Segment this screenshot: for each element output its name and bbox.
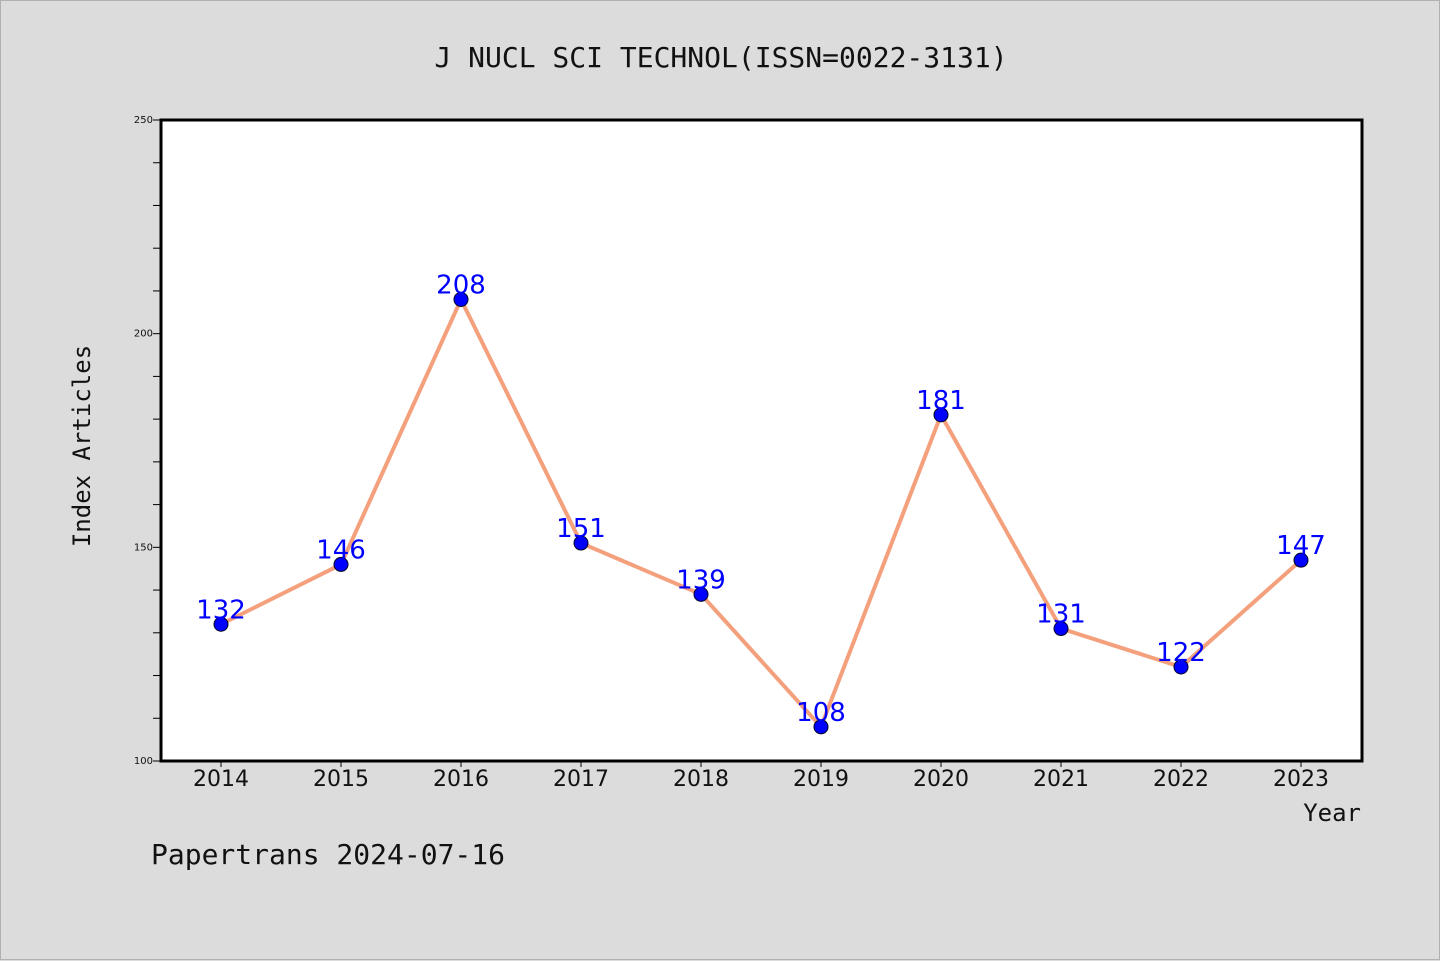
series-line [220, 297, 1303, 729]
x-tick-label: 2023 [1273, 767, 1329, 792]
data-point [453, 291, 469, 307]
x-tick-label: 2019 [793, 767, 849, 792]
data-label: 131 [1036, 600, 1086, 630]
y-tick-label: 250 [134, 115, 153, 126]
data-label: 108 [796, 698, 846, 728]
data-point [693, 586, 709, 602]
data-label: 132 [196, 595, 246, 625]
data-point [1053, 621, 1069, 637]
series-line-group: 132 146 208 151 139 108 181 131 122 147 [196, 270, 1326, 735]
data-label: 146 [316, 535, 366, 565]
x-axis-title: Year [1303, 799, 1361, 827]
data-label: 122 [1156, 638, 1206, 668]
data-label: 181 [916, 386, 966, 416]
data-point [1173, 659, 1189, 675]
data-label: 208 [436, 270, 486, 300]
data-point [333, 556, 349, 572]
footer-watermark: Papertrans 2024-07-16 [151, 838, 505, 871]
x-tick-label: 2016 [433, 767, 489, 792]
x-tick-label: 2017 [553, 767, 609, 792]
data-label: 147 [1276, 531, 1326, 561]
y-tick-label: 150 [134, 542, 153, 553]
data-point [213, 616, 229, 632]
data-label: 151 [556, 514, 606, 544]
x-tick-label: 2014 [193, 767, 249, 792]
y-axis: 100 150 200 250 [134, 115, 161, 767]
x-axis: 2014 2015 2016 2017 2018 2019 2020 2021 2022 2023 [193, 761, 1329, 792]
data-point [573, 535, 589, 551]
plot-area [159, 118, 1364, 763]
x-tick-label: 2022 [1153, 767, 1209, 792]
data-point [933, 407, 949, 423]
chart-title: J NUCL SCI TECHNOL(ISSN=0022-3131) [434, 41, 1007, 74]
y-axis-title: Index Articles [68, 345, 96, 547]
data-point [1293, 552, 1309, 568]
data-point [813, 719, 829, 735]
y-tick-label: 200 [134, 329, 153, 340]
y-tick-label: 100 [134, 756, 153, 767]
data-label: 139 [676, 565, 726, 595]
x-tick-label: 2020 [913, 767, 969, 792]
x-tick-label: 2021 [1033, 767, 1089, 792]
x-tick-label: 2018 [673, 767, 729, 792]
x-tick-label: 2015 [313, 767, 369, 792]
